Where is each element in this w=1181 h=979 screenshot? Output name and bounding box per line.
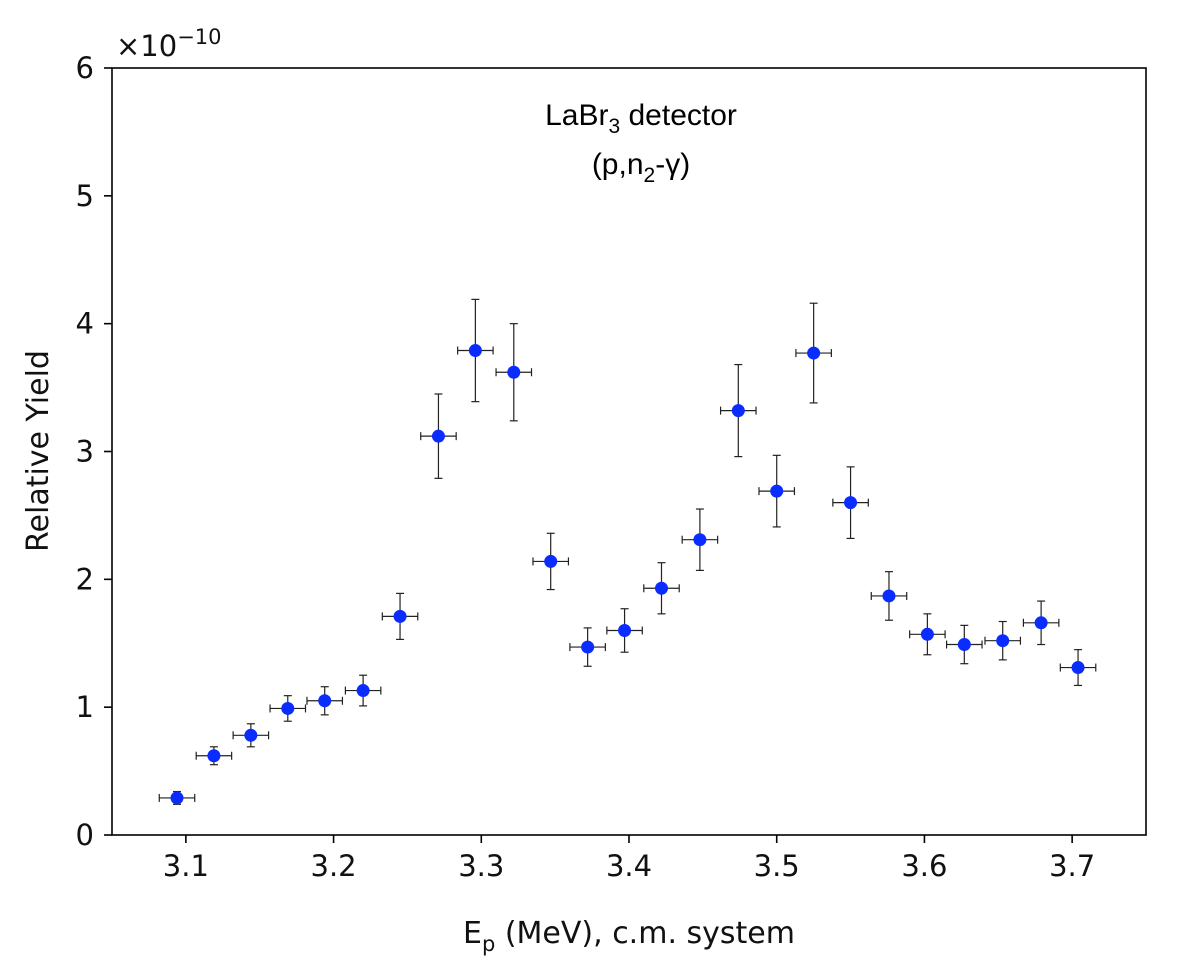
x-tick-label: 3.3 <box>458 849 504 883</box>
data-point <box>232 723 270 748</box>
data-point <box>795 302 832 404</box>
x-tick-label: 3.2 <box>311 849 357 883</box>
data-marker <box>318 694 332 708</box>
data-point <box>457 298 494 403</box>
data-point <box>643 562 680 615</box>
annotation-line-2: (p,n2-γ) <box>592 148 690 187</box>
data-marker <box>731 404 745 418</box>
data-marker <box>170 791 184 805</box>
data-marker <box>996 634 1010 648</box>
data-marker <box>882 589 896 603</box>
data-point <box>420 393 457 479</box>
data-marker <box>468 344 482 358</box>
x-tick-label: 3.4 <box>606 849 652 883</box>
data-marker <box>957 638 971 652</box>
data-marker <box>807 346 821 360</box>
data-marker <box>654 581 668 595</box>
data-marker <box>1034 616 1048 630</box>
y-tick-label: 4 <box>76 307 94 341</box>
data-point <box>719 363 757 458</box>
x-tick-label: 3.5 <box>754 849 800 883</box>
data-marker <box>770 484 784 498</box>
data-marker <box>244 728 258 742</box>
data-point <box>532 532 570 591</box>
y-tick-label: 0 <box>76 818 94 852</box>
data-marker <box>393 609 407 623</box>
data-point <box>945 624 983 665</box>
annotation-line-1: LaBr3 detector <box>545 99 737 138</box>
x-tick-label: 3.6 <box>901 849 947 883</box>
x-tick-label: 3.7 <box>1049 849 1095 883</box>
data-marker <box>581 640 595 654</box>
data-point <box>269 695 307 722</box>
data-marker <box>281 701 295 715</box>
data-marker <box>844 496 858 510</box>
x-axis-title: Ep (MeV), c.m. system <box>463 916 795 956</box>
data-point <box>681 508 719 571</box>
data-point <box>984 620 1022 661</box>
y-multiplier: ×10−10 <box>116 25 222 63</box>
data-point <box>495 323 533 422</box>
y-tick-label: 1 <box>76 690 94 724</box>
data-point <box>870 571 908 621</box>
data-point <box>606 608 643 653</box>
data-point <box>381 592 419 641</box>
data-point <box>758 454 796 528</box>
data-point <box>832 466 869 540</box>
y-axis-title: Relative Yield <box>21 350 56 552</box>
y-tick-label: 3 <box>76 435 94 469</box>
data-point <box>306 686 344 716</box>
data-marker <box>693 533 707 547</box>
axis-ticks: 3.1 3.2 3.3 3.4 3.5 3.6 3.7 0 1 2 3 4 5 6 <box>76 51 1096 883</box>
data-marker <box>920 627 934 641</box>
x-tick-label: 3.1 <box>163 849 209 883</box>
data-marker <box>431 429 445 443</box>
plot-frame <box>111 67 1147 836</box>
data-point <box>344 674 382 707</box>
y-tick-label: 2 <box>76 562 94 596</box>
data-point <box>158 790 196 805</box>
data-point <box>1022 600 1060 646</box>
data-marker <box>1071 661 1085 675</box>
data-point <box>195 746 233 766</box>
y-tick-label: 5 <box>76 179 94 213</box>
data-marks <box>158 298 1097 805</box>
data-marker <box>356 684 370 698</box>
data-point <box>569 627 606 667</box>
data-marker <box>507 365 521 379</box>
data-marker <box>544 554 558 568</box>
data-marker <box>207 749 221 763</box>
data-point <box>1059 649 1097 687</box>
data-marker <box>618 623 632 637</box>
y-tick-label: 6 <box>76 51 94 85</box>
data-point <box>909 613 946 656</box>
